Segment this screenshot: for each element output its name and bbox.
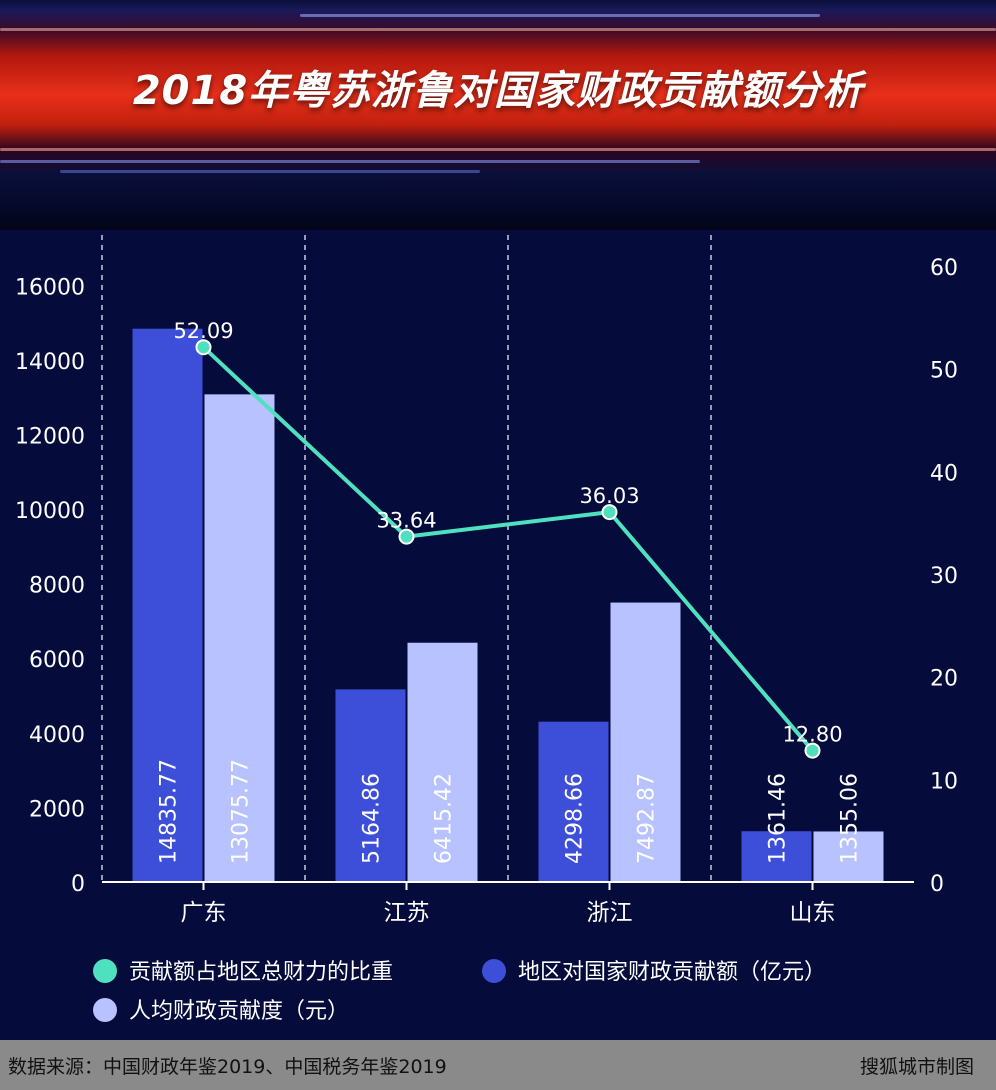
banner-streak: [60, 170, 480, 173]
y-left-tick-label: 12000: [15, 424, 85, 449]
bar-value-label: 14835.77: [157, 759, 182, 864]
bar-value-label: 7492.87: [635, 773, 660, 864]
line-point: [398, 528, 415, 545]
bar: [813, 831, 884, 882]
y-right-tick-label: 40: [930, 461, 958, 486]
legend-label: 地区对国家财政贡献额（亿元）: [518, 960, 826, 985]
bar-series: 14835.77 5164.86 4298.66 1361.46 13075.77 641…: [132, 328, 884, 883]
page-title: 2018年粤苏浙鲁对国家财政贡献额分析: [132, 68, 864, 114]
axes: 广东 江苏 浙江 山东 0 2000 4000 6000 8000 10000 12000 14000…: [15, 256, 958, 926]
source-note: 数据来源：中国财政年鉴2019、中国税务年鉴2019: [8, 1056, 447, 1078]
bar-value-label: 6415.42: [432, 773, 457, 864]
chart: 14835.77 5164.86 4298.66 1361.46 13075.77 641…: [15, 235, 958, 1024]
bar-value-label: 13075.77: [229, 759, 254, 864]
y-left-tick-label: 14000: [15, 350, 85, 375]
y-right-tick-label: 10: [930, 769, 958, 794]
bar-value-label: 4298.66: [563, 773, 588, 864]
bar: [741, 831, 812, 882]
y-left-tick-label: 2000: [29, 797, 85, 822]
line-point: [601, 504, 618, 521]
banner-streak: [300, 14, 820, 17]
y-right-tick-label: 50: [930, 359, 958, 384]
line-value-label: 33.64: [376, 509, 436, 533]
line-value-label: 52.09: [173, 319, 233, 343]
banner-streak: [0, 28, 996, 31]
legend-marker: [93, 998, 117, 1022]
banner-streak: [0, 160, 700, 163]
y-left-tick-label: 10000: [15, 499, 85, 524]
bar: [335, 689, 406, 882]
legend-marker: [93, 959, 117, 983]
x-tick-label: 浙江: [587, 900, 633, 926]
line-path: [202, 345, 815, 752]
y-right-tick-label: 20: [930, 667, 958, 692]
bar-value-label: 1355.06: [838, 773, 863, 864]
y-left-tick-label: 8000: [29, 574, 85, 599]
x-tick-label: 广东: [181, 900, 227, 926]
line-point: [195, 339, 212, 356]
y-left-tick-label: 16000: [15, 275, 85, 300]
y-left-tick-label: 0: [71, 872, 85, 897]
y-left-tick-label: 6000: [29, 648, 85, 673]
line-series: 52.09 33.64 36.03 12.80: [173, 319, 843, 759]
line-value-label: 36.03: [579, 484, 639, 508]
legend-marker: [482, 959, 506, 983]
maker-credit: 搜狐城市制图: [859, 1056, 974, 1078]
y-right-tick-label: 30: [930, 564, 958, 589]
y-left-tick-label: 4000: [29, 723, 85, 748]
y-right-tick-label: 0: [930, 872, 944, 897]
y-right-tick-label: 60: [930, 256, 958, 281]
bar: [610, 602, 681, 882]
bar-value-label: 5164.86: [360, 773, 385, 864]
legend: 贡献额占地区总财力的比重 地区对国家财政贡献额（亿元） 人均财政贡献度（元）: [93, 959, 826, 1024]
bar-value-label: 1361.46: [766, 773, 791, 864]
bar: [407, 642, 478, 882]
bar: [132, 328, 203, 883]
grid-lines: [101, 235, 712, 882]
bar: [538, 721, 609, 882]
banner-streak: [0, 148, 996, 151]
legend-label: 人均财政贡献度（元）: [129, 999, 349, 1024]
line-value-label: 12.80: [782, 723, 842, 747]
x-tick-label: 山东: [790, 900, 836, 926]
footer: 数据来源：中国财政年鉴2019、中国税务年鉴2019 搜狐城市制图: [0, 1040, 996, 1090]
x-tick-label: 江苏: [384, 900, 430, 926]
line-point: [804, 742, 821, 759]
title-banner: 2018年粤苏浙鲁对国家财政贡献额分析: [0, 0, 996, 230]
legend-label: 贡献额占地区总财力的比重: [129, 960, 393, 985]
bar: [204, 394, 275, 882]
